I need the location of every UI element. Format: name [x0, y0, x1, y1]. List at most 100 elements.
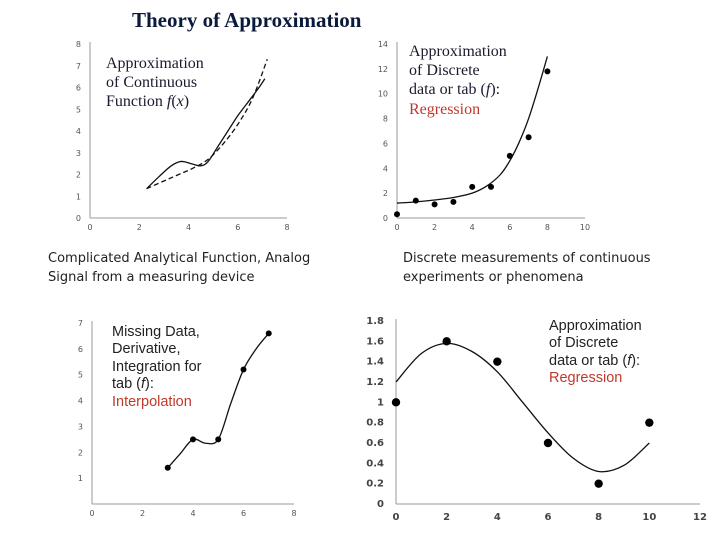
note-text: ): — [490, 81, 501, 99]
y-tick-label: 14 — [378, 40, 388, 49]
x-tick-label: 2 — [140, 509, 145, 518]
y-tick-label: 4 — [76, 127, 81, 136]
y-tick-label: 8 — [383, 115, 388, 124]
caption-line: Discrete measurements of continuous — [403, 251, 651, 266]
note-line: Integration for — [112, 358, 202, 375]
data-point — [164, 464, 171, 471]
note-text: ): — [145, 376, 154, 393]
chart-interpolation: 0 2 4 6 8 1 2 3 4 5 6 7 — [78, 319, 297, 518]
y-tick-label: 1 — [78, 474, 83, 483]
x-tick-label: 8 — [595, 512, 602, 523]
note-text: ): — [631, 352, 641, 369]
y-tick-label: 1 — [377, 397, 384, 408]
x-tick-label: 10 — [642, 512, 656, 523]
note-top-right: Approximation of Discrete data or tab (f… — [409, 42, 507, 119]
note-italic-f: f — [627, 352, 632, 369]
x-tick-label: 6 — [507, 223, 512, 232]
note-top-left: Approximation of Continuous Function f(x… — [106, 54, 204, 112]
y-tick-label: 0 — [383, 214, 388, 223]
x-tick-label: 4 — [190, 509, 195, 518]
x-tick-label: 8 — [545, 223, 550, 232]
y-tick-label: 1.8 — [366, 316, 384, 327]
x-tick-label: 6 — [235, 223, 240, 232]
y-tick-label: 6 — [78, 345, 83, 354]
x-tick-label: 4 — [186, 223, 191, 232]
note-text: Function — [106, 93, 167, 111]
data-point — [525, 134, 532, 141]
x-tick-label: 10 — [580, 223, 590, 232]
note-italic-f: f — [166, 93, 172, 111]
y-tick-label: 8 — [76, 40, 81, 49]
y-tick-label: 0.8 — [366, 418, 384, 429]
y-tick-label: 1.6 — [366, 336, 384, 347]
caption-right: Discrete measurements of continuous expe… — [403, 250, 651, 288]
note-text: data or tab ( — [549, 352, 628, 369]
note-line: Missing Data, — [112, 324, 200, 340]
x-tick-label: 12 — [693, 512, 707, 523]
note-line: data or tab (f): — [549, 353, 642, 370]
x-tick-label: 8 — [291, 509, 296, 518]
note-highlight: Regression — [409, 100, 481, 118]
note-text: data or tab ( — [409, 81, 486, 99]
x-tick-label: 0 — [393, 512, 400, 523]
y-tick-label: 0 — [377, 499, 384, 510]
data-point — [431, 201, 438, 208]
x-tick-label: 2 — [432, 223, 437, 232]
y-tick-label: 2 — [78, 448, 83, 457]
note-line: Derivative, — [112, 341, 181, 358]
data-point — [190, 436, 196, 443]
x-tick-label: 4 — [470, 223, 475, 232]
caption-line: Complicated Analytical Function, Analog — [48, 251, 311, 266]
chart-regression-growth: 0 2 4 6 8 10 0 2 4 6 8 10 12 14 — [378, 40, 590, 232]
chart-continuous-approximation: 0 2 4 6 8 0 1 2 3 4 5 6 7 8 — [76, 40, 290, 232]
caption-line: Signal from a measuring device — [48, 269, 255, 285]
data-point — [265, 330, 272, 337]
y-tick-label: 5 — [76, 105, 81, 114]
y-tick-label: 10 — [378, 90, 388, 99]
x-tick-label: 6 — [545, 512, 552, 523]
y-tick-label: 0.4 — [366, 458, 384, 469]
data-point — [469, 183, 476, 190]
data-point — [240, 366, 247, 373]
note-line: Approximation — [409, 43, 507, 60]
chart-regression-wave: 0 2 4 6 8 10 12 0 0.2 0.4 0.6 0.8 1 1.2 1.4 1.6 1.8 — [366, 316, 707, 523]
note-highlight: Regression — [549, 370, 623, 387]
series-line — [396, 56, 549, 204]
data-point — [412, 197, 419, 204]
note-line: data or tab (f): — [409, 80, 507, 99]
y-tick-label: 7 — [78, 319, 83, 328]
caption-left: Complicated Analytical Function, Analog … — [48, 250, 310, 288]
data-point — [506, 152, 513, 159]
x-tick-label: 4 — [494, 512, 501, 523]
caption-line: experiments or phenomena — [403, 269, 584, 285]
series-line — [146, 78, 266, 190]
y-tick-label: 3 — [76, 149, 81, 158]
y-tick-label: 0.6 — [366, 438, 384, 449]
note-line: of Continuous — [106, 74, 198, 92]
data-point — [488, 183, 494, 190]
x-tick-label: 0 — [87, 223, 92, 232]
data-point — [645, 418, 654, 427]
y-tick-label: 1.4 — [366, 357, 384, 368]
data-point — [543, 438, 553, 448]
note-highlight: Interpolation — [112, 393, 192, 410]
y-tick-label: 1 — [76, 192, 81, 201]
series-line-dashed — [146, 58, 268, 190]
data-point — [594, 479, 603, 488]
y-tick-label: 2 — [383, 189, 388, 198]
y-tick-label: 2 — [76, 171, 81, 180]
y-tick-label: 7 — [76, 62, 81, 71]
note-text: ( — [171, 93, 177, 111]
note-text: tab ( — [112, 376, 142, 393]
x-tick-label: 2 — [137, 223, 142, 232]
y-tick-label: 6 — [76, 84, 81, 93]
data-point — [442, 337, 451, 346]
y-tick-label: 6 — [383, 139, 388, 148]
x-tick-label: 2 — [443, 512, 450, 523]
series-line — [395, 342, 650, 473]
data-point — [394, 211, 400, 218]
data-point — [493, 357, 502, 366]
note-italic-x: x — [176, 93, 184, 111]
note-italic-f: f — [141, 376, 146, 393]
data-point — [544, 68, 551, 75]
